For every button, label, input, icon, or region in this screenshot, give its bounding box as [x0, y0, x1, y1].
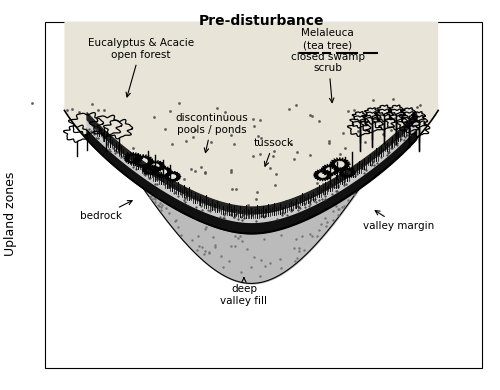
- Text: Eucalyptus & Acacie
open forest: Eucalyptus & Acacie open forest: [88, 38, 194, 97]
- Text: discontinuous
pools / ponds: discontinuous pools / ponds: [176, 113, 248, 152]
- Polygon shape: [64, 22, 438, 234]
- Text: valley margin: valley margin: [363, 211, 434, 231]
- Text: deep
valley fill: deep valley fill: [220, 278, 268, 306]
- Text: Upland zones: Upland zones: [4, 172, 17, 256]
- Text: Pre-disturbance: Pre-disturbance: [198, 14, 324, 28]
- Text: Melaleuca
(tea tree)
closed swamp
scrub: Melaleuca (tea tree) closed swamp scrub: [290, 28, 364, 103]
- Text: tussock: tussock: [254, 138, 294, 166]
- Bar: [44, 22, 482, 368]
- Text: bedrock: bedrock: [80, 200, 132, 221]
